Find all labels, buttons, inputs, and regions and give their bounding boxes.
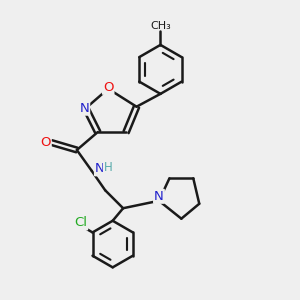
Text: Cl: Cl [74,216,87,230]
Text: N: N [95,162,105,175]
Text: O: O [103,81,113,94]
Text: N: N [154,190,164,203]
Text: H: H [104,161,112,174]
Text: N: N [80,102,89,115]
Text: O: O [40,136,51,149]
Text: CH₃: CH₃ [151,21,171,31]
